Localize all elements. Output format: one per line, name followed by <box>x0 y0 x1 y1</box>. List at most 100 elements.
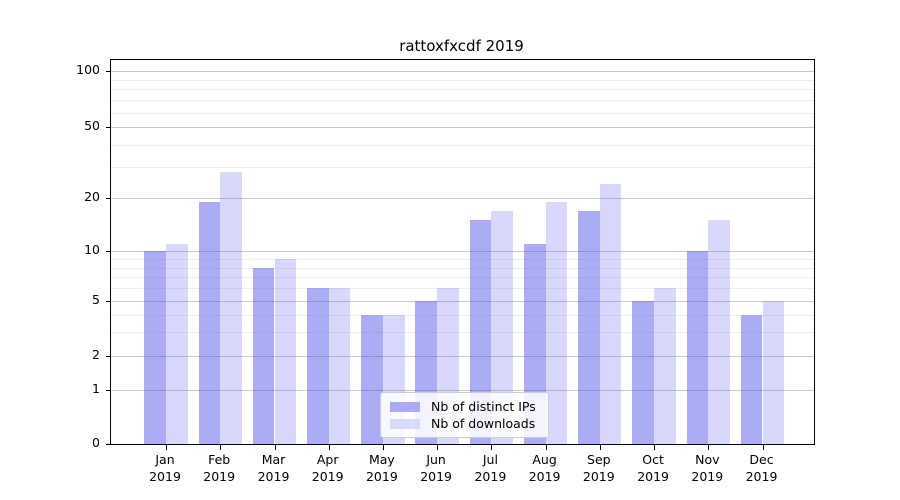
bar-distinct-ips-mar <box>252 267 275 444</box>
y-tick-label-1: 1 <box>92 380 100 396</box>
gridline-major-2 <box>111 356 814 358</box>
y-tick-label-20: 20 <box>84 189 100 205</box>
bar-distinct-ips-feb <box>198 202 221 444</box>
gridline-major-100 <box>111 71 814 73</box>
gridline-major-1 <box>111 389 814 391</box>
x-tick-mark-aug <box>545 445 547 450</box>
gridline-minor-60 <box>111 112 814 114</box>
x-tick-month: Feb <box>208 452 231 467</box>
legend-swatch-distinct-ips <box>390 401 420 412</box>
x-tick-mark-jul <box>491 445 493 450</box>
y-tick-label-2: 2 <box>92 347 100 363</box>
bar-distinct-ips-nov <box>686 251 709 444</box>
y-tick-label-5: 5 <box>92 292 100 308</box>
x-tick-year: 2019 <box>637 469 669 484</box>
y-tick-label-50: 50 <box>84 118 100 134</box>
x-tick-mark-sep <box>599 445 601 450</box>
gridline-minor-80 <box>111 89 814 91</box>
y-tick-mark-20 <box>106 198 110 200</box>
x-tick-label-mar: Mar 2019 <box>246 451 302 485</box>
bar-downloads-nov <box>708 220 730 444</box>
legend-label-downloads: Nb of downloads <box>431 416 536 431</box>
y-tick-label-100: 100 <box>76 62 100 78</box>
x-tick-mark-feb <box>220 445 222 450</box>
x-tick-year: 2019 <box>257 469 290 484</box>
x-tick-year: 2019 <box>474 469 507 484</box>
bar-downloads-jul <box>491 210 514 444</box>
bar-downloads-sep <box>599 184 622 444</box>
plot-area <box>106 59 815 450</box>
x-tick-month: Apr <box>316 452 339 467</box>
gridline-minor-3 <box>111 332 814 333</box>
legend-label-distinct-ips: Nb of distinct IPs <box>431 399 536 414</box>
bar-distinct-ips-jan <box>144 251 166 444</box>
y-tick-mark-1 <box>106 389 110 391</box>
x-tick-year: 2019 <box>745 469 778 484</box>
x-tick-label-feb: Feb 2019 <box>191 451 247 485</box>
bar-downloads-feb <box>220 172 242 444</box>
bar-downloads-dec <box>762 301 785 444</box>
y-tick-mark-10 <box>106 251 110 253</box>
bar-downloads-mar <box>274 259 297 444</box>
x-tick-month: Dec <box>749 452 774 467</box>
x-tick-month: Sep <box>587 452 611 467</box>
legend-swatch-downloads <box>390 418 420 429</box>
x-tick-label-aug: Aug 2019 <box>517 451 573 485</box>
x-tick-month: Mar <box>261 452 286 467</box>
gridline-minor-70 <box>111 100 814 102</box>
legend-item-distinct-ips: Nb of distinct IPs <box>390 398 536 415</box>
x-tick-month: Jul <box>482 452 498 467</box>
bar-downloads-apr <box>328 288 351 444</box>
gridline-major-50 <box>111 127 814 129</box>
gridline-minor-4 <box>111 314 814 316</box>
y-tick-mark-100 <box>106 71 110 73</box>
x-tick-mark-jun <box>437 445 439 450</box>
x-tick-year: 2019 <box>582 469 615 484</box>
x-tick-month: Jan <box>155 452 175 467</box>
x-tick-label-dec: Dec 2019 <box>734 451 790 485</box>
gridline-minor-90 <box>111 79 814 81</box>
bar-distinct-ips-dec <box>740 314 763 444</box>
y-tick-label-10: 10 <box>84 242 100 258</box>
bar-distinct-ips-sep <box>578 210 600 444</box>
gridline-minor-30 <box>111 166 814 168</box>
x-tick-label-apr: Apr 2019 <box>300 451 356 485</box>
legend: Nb of distinct IPs Nb of downloads <box>380 392 549 438</box>
x-tick-mark-oct <box>654 445 656 450</box>
x-tick-label-oct: Oct 2019 <box>625 451 681 485</box>
x-tick-label-jul: Jul 2019 <box>462 451 518 485</box>
x-tick-mark-apr <box>328 445 330 450</box>
bar-distinct-ips-jul <box>469 220 492 444</box>
gridline-minor-6 <box>111 288 814 290</box>
legend-item-downloads: Nb of downloads <box>390 415 536 432</box>
x-tick-mark-mar <box>274 445 276 450</box>
x-tick-year: 2019 <box>365 469 398 484</box>
bar-distinct-ips-oct <box>632 301 655 444</box>
x-tick-year: 2019 <box>311 469 344 484</box>
x-tick-month: Nov <box>695 452 720 467</box>
gridline-minor-40 <box>111 144 814 146</box>
x-tick-label-may: May 2019 <box>354 451 410 485</box>
y-tick-mark-2 <box>106 356 110 358</box>
bar-distinct-ips-apr <box>307 288 329 444</box>
x-tick-month: Oct <box>642 452 664 467</box>
x-tick-mark-dec <box>762 445 764 450</box>
x-tick-year: 2019 <box>691 469 724 484</box>
x-tick-year: 2019 <box>149 469 181 484</box>
x-tick-year: 2019 <box>203 469 236 484</box>
bar-distinct-ips-may <box>361 314 383 444</box>
x-tick-label-sep: Sep 2019 <box>571 451 627 485</box>
x-tick-year: 2019 <box>420 469 452 484</box>
y-tick-mark-5 <box>106 301 110 303</box>
y-tick-mark-50 <box>106 127 110 129</box>
x-tick-month: Jun <box>426 452 446 467</box>
x-tick-year: 2019 <box>528 469 561 484</box>
x-tick-month: Aug <box>532 452 557 467</box>
x-tick-label-jun: Jun 2019 <box>408 451 464 485</box>
x-tick-mark-nov <box>708 445 710 450</box>
gridline-minor-7 <box>111 277 814 279</box>
bar-downloads-aug <box>545 202 568 444</box>
gridline-major-20 <box>111 198 814 200</box>
bar-downloads-jan <box>166 244 188 444</box>
